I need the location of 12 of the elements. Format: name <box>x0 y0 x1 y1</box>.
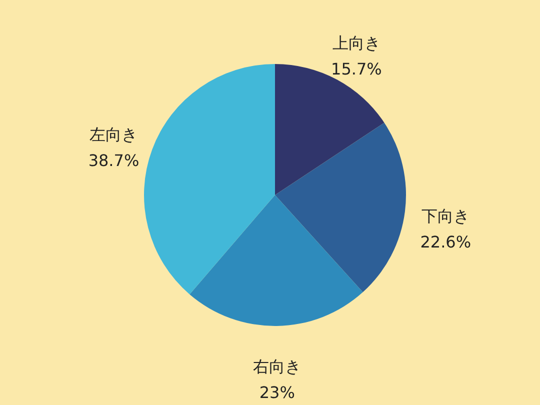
pie-slice <box>275 64 384 195</box>
pie-slice <box>190 195 363 326</box>
slice-label: 下向き <box>422 206 470 226</box>
pie-slice <box>144 64 275 294</box>
data-label: 22.6% <box>420 232 472 252</box>
data-label: 23% <box>259 382 295 402</box>
pie-slice <box>275 122 406 292</box>
slice-label: 上向き <box>332 34 380 52</box>
slice-label: 右向き <box>253 356 302 376</box>
slice-label: 左向き <box>90 125 138 144</box>
data-label: 38.7% <box>88 151 140 170</box>
data-label: 15.7% <box>331 60 382 78</box>
